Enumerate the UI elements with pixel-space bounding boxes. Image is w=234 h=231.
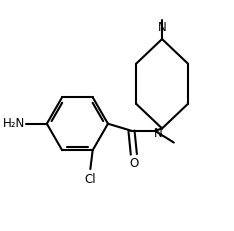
Text: N: N [158, 21, 166, 34]
Text: N: N [154, 127, 162, 140]
Text: H₂N: H₂N [3, 117, 25, 130]
Text: O: O [129, 157, 139, 170]
Text: Cl: Cl [84, 173, 96, 186]
